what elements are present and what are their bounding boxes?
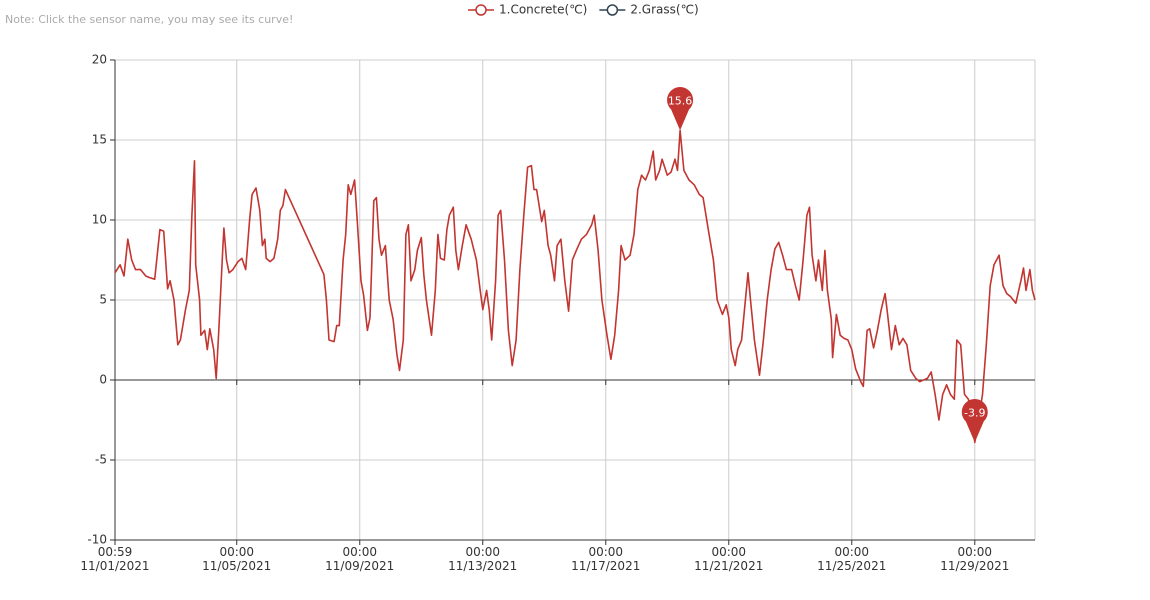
x-tick-label: 00:59 11/01/2021 [80,545,149,573]
legend-icon[interactable] [475,4,487,16]
x-tick-label: 00:00 11/09/2021 [325,545,394,573]
y-tick-label: 5 [99,293,107,307]
legend-label[interactable]: 1.Concrete(℃) [499,3,587,17]
x-tick-label: 00:00 11/05/2021 [202,545,271,573]
marker-pin [961,399,988,443]
marker-pin [667,87,694,131]
y-tick-label: 10 [92,213,107,227]
x-tick-label: 00:00 11/25/2021 [817,545,886,573]
x-tick-label: 00:00 11/13/2021 [448,545,517,573]
note: Note: Click the sensor name, you may see… [5,13,293,26]
legend-icon[interactable] [606,4,619,16]
x-tick-label: 00:00 11/17/2021 [571,545,640,573]
y-tick-label: 20 [92,53,107,67]
y-tick-label: 15 [92,133,107,147]
marker-label: -3.9 [964,406,985,419]
marker-label: 15.6 [668,94,693,107]
y-tick-label: 0 [99,373,107,387]
legend-label[interactable]: 2.Grass(℃) [630,3,698,17]
x-tick-label: 00:00 11/29/2021 [940,545,1009,573]
x-tick-label: 00:00 11/21/2021 [694,545,763,573]
y-tick-label: -10 [87,533,107,547]
y-tick-label: -5 [95,453,107,467]
series-line [114,129,1036,444]
